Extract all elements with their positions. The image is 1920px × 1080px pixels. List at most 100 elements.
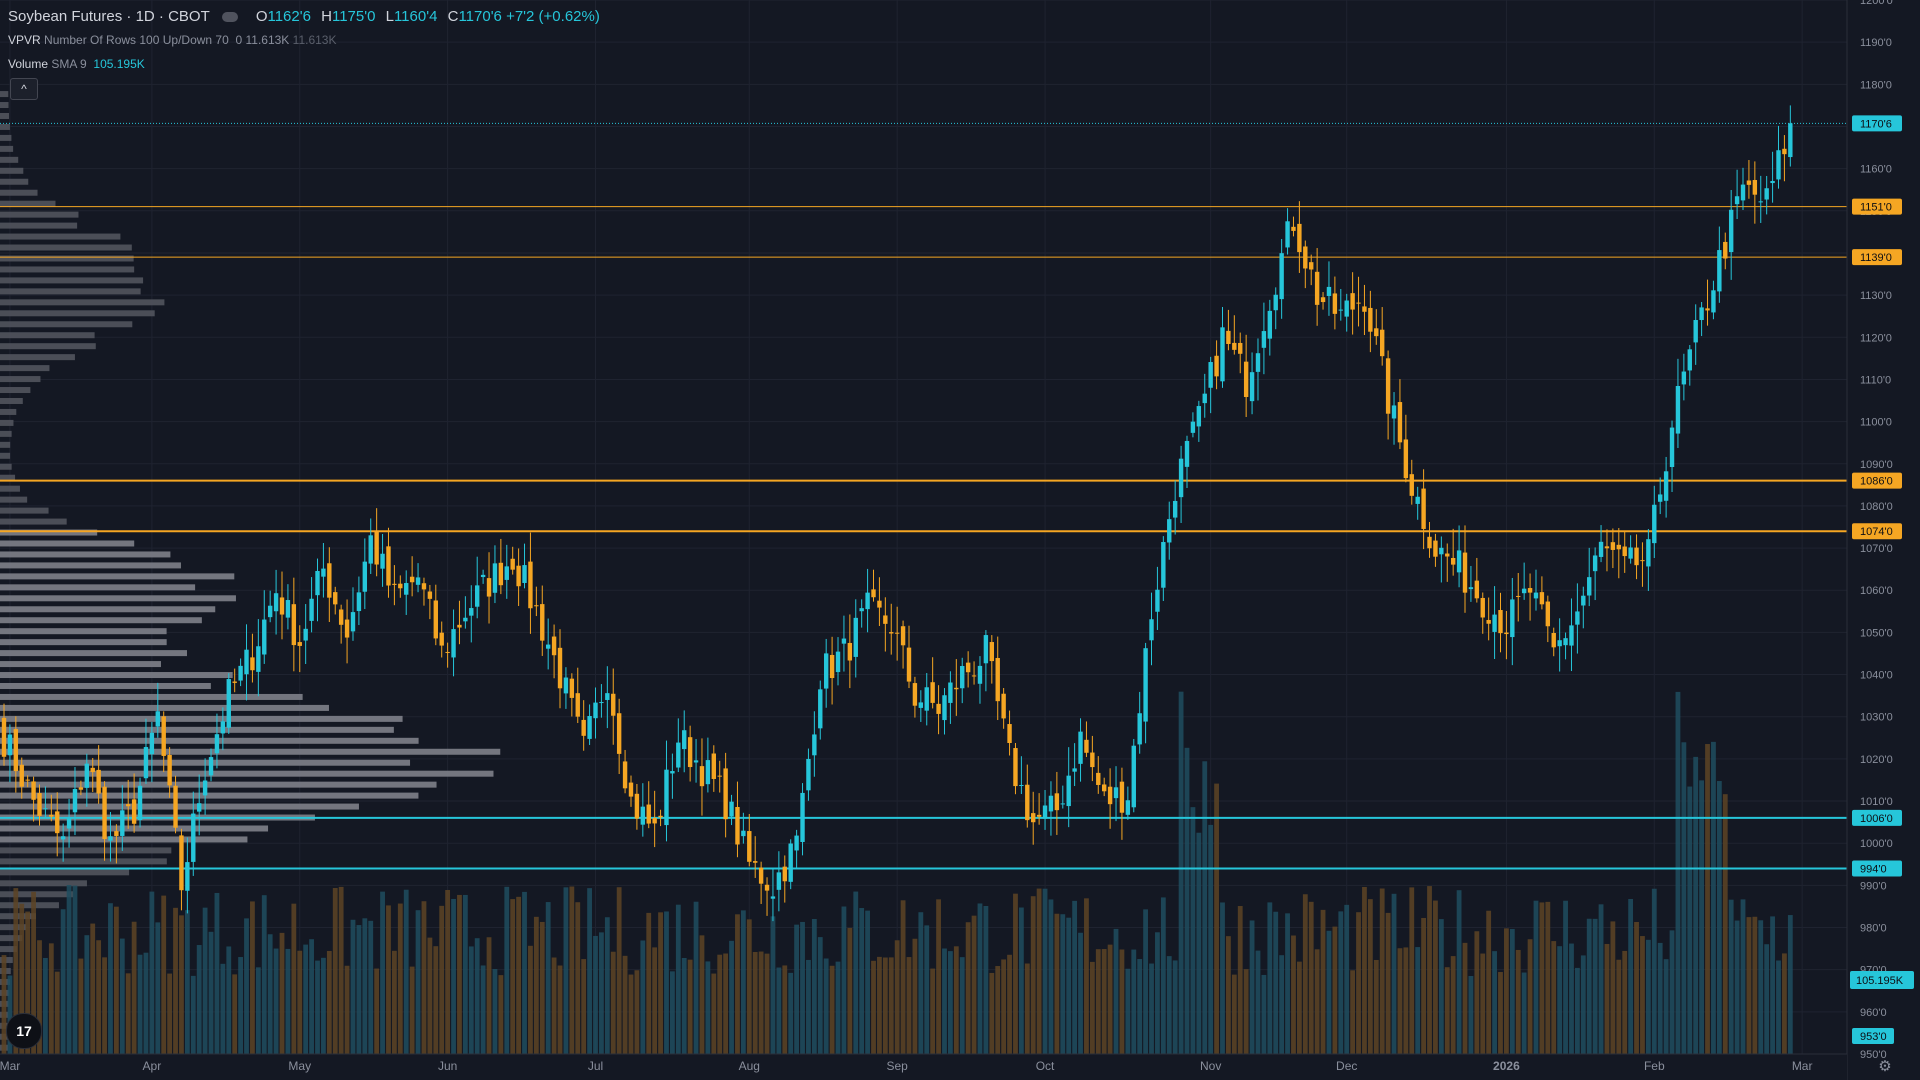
- price-axis-bg: [1847, 0, 1920, 1080]
- volume-bar: [1060, 914, 1066, 1054]
- candle-body: [84, 763, 90, 788]
- volume-bar: [208, 931, 214, 1054]
- candle-body: [971, 675, 977, 677]
- volume-bar: [1214, 783, 1219, 1054]
- volume-profile-bar: [0, 167, 24, 174]
- candle-body: [563, 677, 569, 694]
- candle-body: [894, 632, 900, 634]
- volume-bar: [1711, 741, 1716, 1054]
- volume-bar: [989, 972, 995, 1054]
- candle-body: [1019, 784, 1024, 786]
- eye-icon[interactable]: [221, 12, 238, 23]
- candle-body: [486, 578, 492, 597]
- volume-bar: [658, 912, 663, 1054]
- candle-body: [581, 719, 586, 736]
- volume-bar: [1013, 893, 1018, 1054]
- time-tick-label: Feb: [1644, 1059, 1665, 1073]
- candle-body: [1031, 813, 1036, 823]
- candle-body: [108, 836, 113, 841]
- volume-bar: [1267, 902, 1273, 1054]
- vpvr-name[interactable]: VPVR: [8, 33, 41, 47]
- tradingview-logo-icon[interactable]: 17: [6, 1013, 42, 1049]
- candle-body: [1379, 329, 1385, 357]
- price-tick-label: 960'0: [1860, 1007, 1887, 1019]
- candle-body: [611, 693, 616, 716]
- volume-bar: [1545, 901, 1551, 1054]
- candle-body: [1125, 800, 1131, 815]
- candle-body: [1782, 148, 1787, 155]
- volume-bar: [462, 894, 468, 1054]
- candle-body: [1723, 241, 1728, 259]
- volume-profile-bar: [0, 255, 134, 262]
- candle-body: [1054, 793, 1060, 811]
- candle-body: [498, 562, 504, 586]
- price-axis[interactable]: 950'0960'0970'0980'0990'01000'01010'0102…: [1846, 0, 1920, 1080]
- volume-bar: [1699, 780, 1705, 1054]
- candle-body: [291, 604, 297, 646]
- price-tick-label: 1100'0: [1860, 417, 1892, 429]
- candle-body: [37, 793, 42, 816]
- volume-bar: [1580, 955, 1586, 1054]
- vpvr-value-0: 0: [235, 33, 243, 47]
- volume-profile-bar: [0, 606, 216, 613]
- time-tick-label: Mar: [0, 1059, 20, 1073]
- volume-bar: [315, 960, 320, 1054]
- volume-bar: [1095, 949, 1101, 1054]
- candle-body: [1025, 784, 1030, 821]
- candle-body: [374, 531, 379, 565]
- volume-profile-bar: [0, 321, 133, 328]
- volume-bar: [250, 901, 255, 1054]
- time-tick-label: Dec: [1336, 1059, 1357, 1073]
- ohlc-open-key: O: [255, 8, 268, 25]
- volume-legend[interactable]: Volume SMA 9 105.195K: [8, 57, 145, 71]
- volume-bar: [1722, 794, 1728, 1054]
- volume-bar: [1787, 915, 1793, 1054]
- volume-bar: [25, 911, 31, 1054]
- volume-bar: [699, 935, 705, 1054]
- volume-bar: [13, 888, 19, 1054]
- volume-bar: [604, 917, 610, 1054]
- candle-body: [208, 757, 214, 776]
- volume-bar: [622, 955, 628, 1054]
- candle-body: [522, 565, 527, 583]
- candle-body: [1403, 439, 1409, 479]
- volume-name[interactable]: Volume: [8, 57, 49, 71]
- volume-bar: [1586, 918, 1592, 1054]
- candle-body: [1096, 772, 1101, 785]
- candle-body: [1084, 739, 1089, 753]
- volume-bar: [1119, 949, 1125, 1054]
- volume-bar: [1728, 899, 1734, 1054]
- price-tick-label: 1090'0: [1860, 459, 1893, 471]
- price-tick-label: 1000'0: [1860, 838, 1893, 850]
- candle-body: [622, 761, 628, 789]
- candle-body: [906, 647, 912, 682]
- time-axis[interactable]: Mar Apr May Jun Jul Aug Sep Oct Nov Dec 2026 Feb Mar: [0, 1053, 1847, 1080]
- volume-profile-bar: [0, 540, 135, 547]
- gear-icon[interactable]: ⚙: [1878, 1058, 1892, 1075]
- volume-bar: [409, 966, 415, 1054]
- symbol-legend[interactable]: Soybean Futures · 1D · CBOT O1162'6 H117…: [8, 8, 600, 25]
- chevron-up-icon[interactable]: ^: [10, 78, 38, 100]
- candle-body: [114, 831, 119, 836]
- volume-bar: [1421, 917, 1426, 1054]
- volume-bar: [835, 961, 841, 1054]
- candle-body: [1238, 342, 1243, 354]
- candle-body: [1385, 358, 1391, 414]
- candle-body: [1196, 406, 1202, 427]
- vpvr-legend[interactable]: VPVR Number Of Rows 100 Up/Down 70 0 11.…: [8, 33, 336, 47]
- candle-body: [1415, 496, 1420, 504]
- volume-profile-bar: [0, 376, 41, 383]
- volume-bar: [1574, 967, 1580, 1054]
- volume-profile-bar: [0, 299, 165, 306]
- candle-body: [1687, 349, 1692, 371]
- volume-bar: [119, 938, 125, 1054]
- volume-bar: [871, 960, 876, 1054]
- candle-body: [1314, 271, 1320, 305]
- volume-bar: [196, 945, 202, 1054]
- volume-profile-bar: [0, 650, 187, 657]
- volume-profile-bar: [0, 737, 419, 744]
- symbol-title[interactable]: Soybean Futures · 1D · CBOT: [8, 8, 210, 25]
- candle-body: [1770, 180, 1775, 184]
- volume-bar: [1770, 916, 1775, 1054]
